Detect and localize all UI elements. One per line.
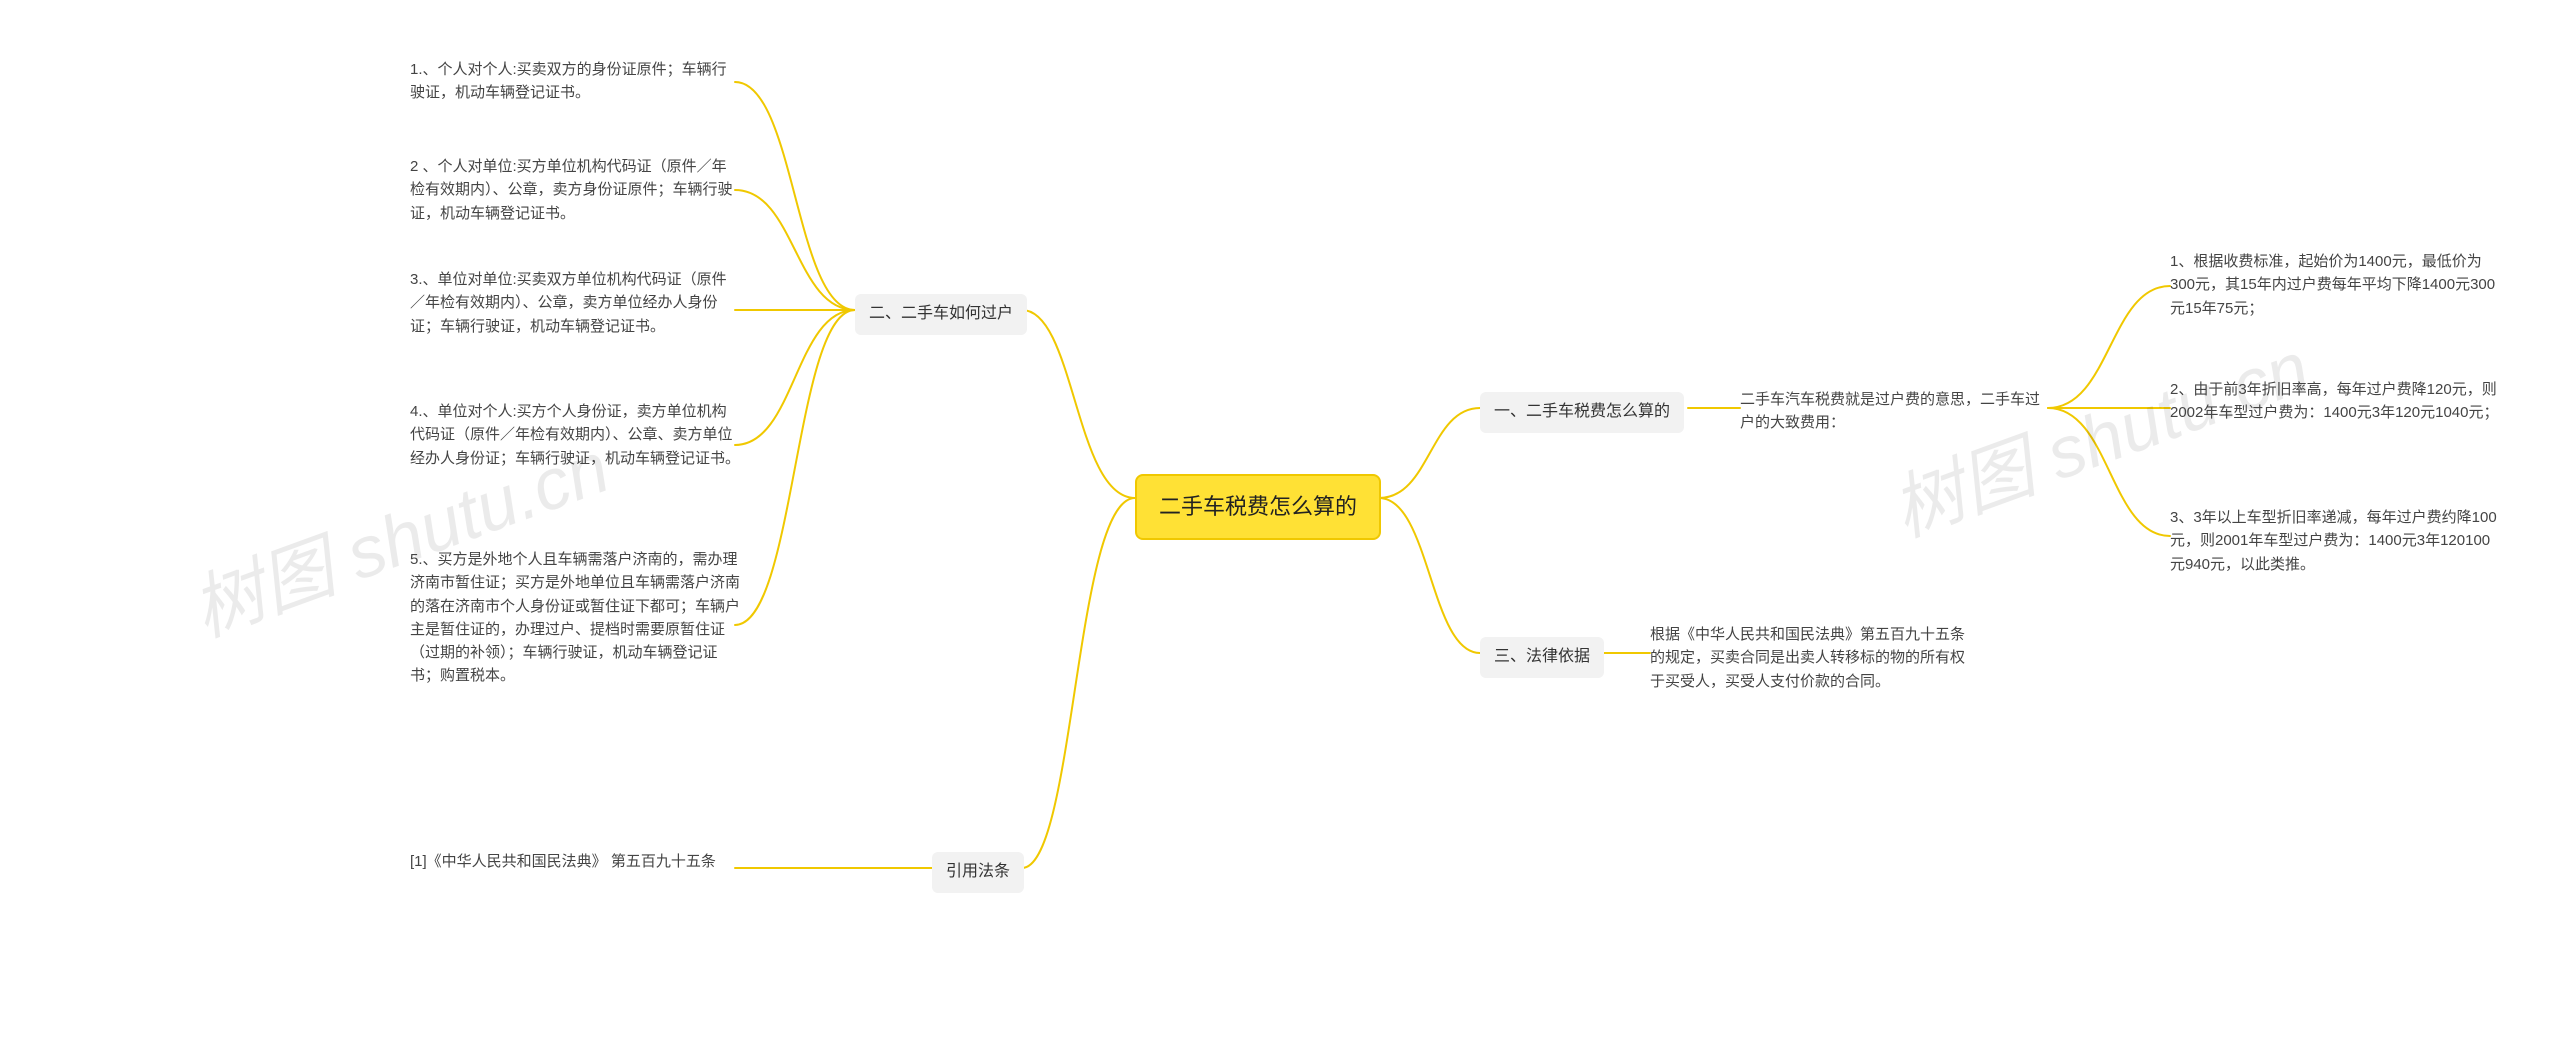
branch-transfer[interactable]: 二、二手车如何过户 [855, 294, 1027, 335]
leaf-tax-3: 3、3年以上车型折旧率递减，每年过户费约降100元，则2001年车型过户费为：1… [2170, 506, 2500, 576]
leaf-transfer-4: 4.、单位对个人:买方个人身份证，卖方单位机构代码证（原件／年检有效期内）、公章… [410, 400, 740, 470]
root-node[interactable]: 二手车税费怎么算的 [1135, 474, 1381, 540]
leaf-transfer-5: 5.、买方是外地个人且车辆需落户济南的，需办理济南市暂住证；买方是外地单位且车辆… [410, 548, 740, 688]
leaf-transfer-1: 1.、个人对个人:买卖双方的身份证原件；车辆行驶证，机动车辆登记证书。 [410, 58, 740, 105]
branch-legal-basis[interactable]: 三、法律依据 [1480, 637, 1604, 678]
leaf-tax-1: 1、根据收费标准，起始价为1400元，最低价为300元，其15年内过户费每年平均… [2170, 250, 2500, 320]
leaf-citation-1: [1]《中华人民共和国民法典》 第五百九十五条 [410, 850, 716, 873]
leaf-legal-basis-desc: 根据《中华人民共和国民法典》第五百九十五条的规定，买卖合同是出卖人转移标的物的所… [1650, 623, 1970, 693]
leaf-transfer-3: 3.、单位对单位:买卖双方单位机构代码证（原件／年检有效期内）、公章，卖方单位经… [410, 268, 740, 338]
mindmap-canvas: 树图 shutu.cn 树图 shutu.cn 二手车税费怎么算的 一、二手车税… [0, 0, 2560, 1060]
branch-tax-calc[interactable]: 一、二手车税费怎么算的 [1480, 392, 1684, 433]
branch-tax-calc-desc: 二手车汽车税费就是过户费的意思，二手车过户的大致费用： [1740, 388, 2050, 435]
branch-citation[interactable]: 引用法条 [932, 852, 1024, 893]
leaf-tax-2: 2、由于前3年折旧率高，每年过户费降120元，则2002年车型过户费为：1400… [2170, 378, 2500, 425]
leaf-transfer-2: 2 、个人对单位:买方单位机构代码证（原件／年检有效期内）、公章，卖方身份证原件… [410, 155, 740, 225]
